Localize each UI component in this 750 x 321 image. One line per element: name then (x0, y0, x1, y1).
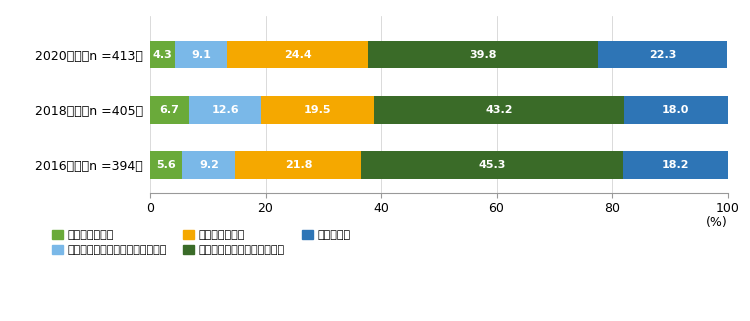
Bar (182, 151, 236, 179)
Legend: 十分でなかった, どちらかといえば十分でなかった, どちらでもない, どちらかといえば十分だった, 十分だった: 十分でなかった, どちらかといえば十分でなかった, どちらでもない, どちらかと… (52, 230, 350, 255)
Text: 22.3: 22.3 (649, 50, 676, 60)
Text: 39.8: 39.8 (470, 50, 497, 60)
Text: (%): (%) (706, 216, 728, 229)
Bar (623, 96, 728, 124)
Text: 5.6: 5.6 (156, 160, 176, 170)
Bar (175, 41, 227, 68)
Text: 4.3: 4.3 (152, 50, 172, 60)
Bar (150, 151, 182, 179)
Text: 18.2: 18.2 (662, 160, 689, 170)
Text: 9.2: 9.2 (199, 160, 219, 170)
Bar (368, 41, 598, 68)
Text: 24.4: 24.4 (284, 50, 312, 60)
Bar (150, 96, 189, 124)
Bar (227, 41, 368, 68)
Bar (374, 96, 623, 124)
Text: 21.8: 21.8 (285, 160, 312, 170)
Bar (150, 41, 175, 68)
Bar (189, 96, 262, 124)
Text: 18.0: 18.0 (662, 105, 689, 115)
Text: 6.7: 6.7 (160, 105, 179, 115)
Text: 12.6: 12.6 (211, 105, 239, 115)
Bar (362, 151, 623, 179)
Bar (236, 151, 362, 179)
Text: 9.1: 9.1 (191, 50, 211, 60)
Bar (598, 41, 727, 68)
Bar (262, 96, 374, 124)
Text: 43.2: 43.2 (485, 105, 512, 115)
Text: 45.3: 45.3 (478, 160, 506, 170)
Bar (623, 151, 728, 179)
Text: 19.5: 19.5 (304, 105, 332, 115)
